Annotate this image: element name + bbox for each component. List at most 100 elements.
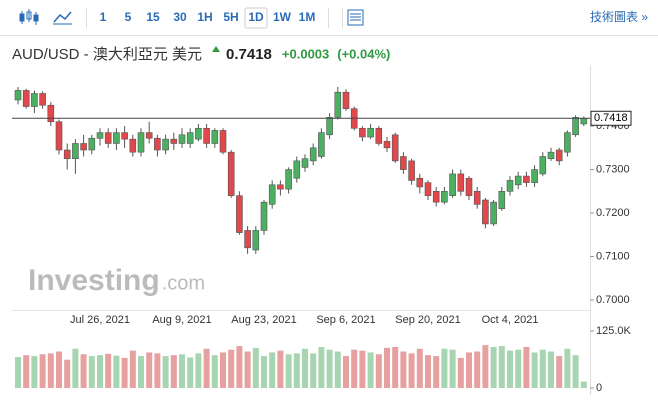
volume-bar (97, 355, 103, 388)
candle-body (47, 104, 55, 123)
candle-body (391, 134, 399, 162)
candle-body (334, 91, 342, 118)
volume-bar (449, 349, 456, 388)
volume-bar (170, 355, 177, 388)
volume-bar (236, 346, 243, 388)
volume-bar (105, 353, 112, 388)
candle-body (564, 132, 571, 153)
volume-bar (47, 353, 54, 388)
watermark-suffix: .com (162, 272, 205, 294)
candle-body (449, 173, 456, 196)
volume-bar (88, 356, 95, 388)
volume-bar (72, 348, 79, 388)
candle-body (375, 127, 383, 144)
candle-body (318, 132, 325, 157)
volume-bar (203, 348, 210, 388)
volume-bar (228, 349, 235, 388)
candle-body (301, 158, 309, 168)
volume-bar (146, 352, 153, 388)
candle-body (31, 93, 38, 107)
volume-bar (564, 348, 571, 388)
candle-body (178, 134, 186, 144)
change: +0.0003 (282, 46, 329, 61)
volume-bar (211, 355, 218, 388)
candle-body (367, 127, 374, 138)
candle-body (441, 191, 448, 203)
volume-bar (310, 353, 317, 388)
volume-bar (31, 356, 38, 388)
candle-body (227, 151, 235, 196)
interval-button[interactable]: 30 (173, 10, 187, 24)
candle-body (580, 117, 588, 125)
candle-body (490, 201, 497, 225)
x-tick-label: Aug 23, 2021 (231, 314, 296, 326)
volume-bar (548, 351, 554, 388)
volume-bar (121, 357, 128, 388)
candle-body (539, 156, 547, 175)
last-price-box (590, 110, 632, 126)
interval-button[interactable]: 1M (299, 10, 316, 24)
volume-bar (244, 351, 251, 388)
volume-bar (400, 351, 407, 388)
volume-bar (392, 346, 399, 388)
interval-button[interactable]: 1D (248, 10, 264, 24)
candle-body (547, 151, 555, 159)
candle-icon[interactable] (19, 9, 39, 25)
candle-body (268, 184, 276, 205)
interval-button[interactable]: 1W (273, 10, 292, 24)
candle-body (162, 138, 169, 151)
candle-body (514, 175, 522, 186)
candle-body (252, 230, 260, 251)
candle-body (104, 132, 112, 144)
volume-bar (523, 346, 530, 388)
candle-body (277, 184, 284, 190)
interval-button[interactable]: 1H (197, 10, 212, 24)
candle-body (572, 117, 579, 136)
candle-body (154, 137, 161, 151)
candle-body (113, 132, 120, 144)
volume-bar (580, 381, 587, 388)
candle-body (498, 191, 506, 209)
volume-bar (138, 356, 144, 388)
candle-body (531, 169, 538, 183)
candle-body (506, 180, 514, 192)
volume-bar (482, 345, 489, 388)
candle-body (432, 191, 440, 203)
candle-body (244, 230, 251, 249)
interval-button[interactable]: 15 (146, 10, 160, 24)
table-icon[interactable] (347, 9, 364, 26)
candle-body (260, 201, 268, 231)
interval-button[interactable]: 1 (100, 10, 107, 24)
candle-body (39, 93, 46, 106)
interval-button[interactable]: 5H (223, 10, 238, 24)
volume-bar (539, 349, 546, 388)
volume-bar (343, 356, 349, 388)
candle-body (309, 147, 317, 162)
chart-link[interactable]: 技術圖表 » (590, 10, 648, 24)
volume-bar (457, 357, 464, 388)
volume-bar (195, 353, 202, 388)
interval-button[interactable]: 5 (125, 10, 132, 24)
volume-bar (154, 353, 161, 388)
candle-body (137, 132, 145, 153)
volume-bar (220, 352, 226, 388)
line-icon[interactable] (53, 11, 72, 25)
x-tick-label: Sep 20, 2021 (395, 314, 460, 326)
x-tick-label: Aug 9, 2021 (152, 314, 211, 326)
candle-body (96, 132, 104, 139)
x-tick-label: Oct 4, 2021 (482, 314, 539, 326)
volume-bar (416, 348, 423, 388)
candle-body (400, 156, 407, 170)
y-tick-label: 0.7200 (596, 207, 630, 219)
candle-body (293, 160, 301, 179)
candle-body (170, 138, 178, 144)
volume-bar (498, 346, 505, 388)
candle-body (408, 160, 415, 181)
candle-body (80, 143, 87, 151)
volume-bar (375, 354, 382, 388)
candle-body (129, 138, 137, 153)
volume-bar (433, 356, 440, 388)
candle-body (342, 91, 350, 109)
